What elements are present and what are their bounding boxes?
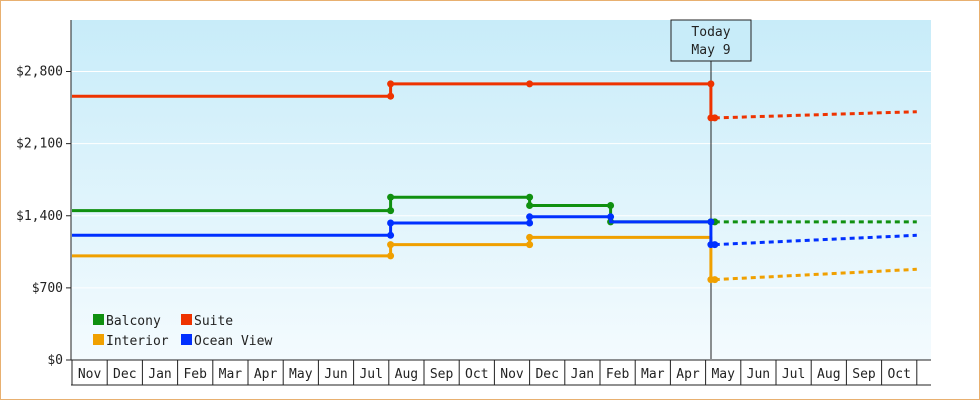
data-point-balcony[interactable] <box>387 207 395 215</box>
data-point-ocean-view[interactable] <box>711 241 719 249</box>
x-tick-label: Jun <box>747 367 770 382</box>
axes: $0 $700 $1,400 $2,100 $2,800 Nov Dec Jan Feb Mar A… <box>16 20 931 386</box>
data-point-ocean-view[interactable] <box>387 231 395 239</box>
today-callout-line2: May 9 <box>691 43 730 58</box>
legend-swatch <box>93 314 104 325</box>
x-tick-label: Jun <box>324 367 347 382</box>
x-tick-label: Apr <box>254 367 278 382</box>
x-tick-label: Dec <box>113 367 136 382</box>
x-tick-label: Oct <box>887 367 910 382</box>
x-tick-label: Apr <box>676 367 700 382</box>
x-tick-label: Jul <box>782 367 805 382</box>
data-point-balcony[interactable] <box>607 202 615 209</box>
series-forecast-ocean-view <box>714 233 917 247</box>
x-tick-label: Aug <box>395 367 418 382</box>
data-point-ocean-view[interactable] <box>707 218 715 226</box>
y-tick-label: $1,400 <box>16 209 63 224</box>
data-point-interior[interactable] <box>387 252 395 260</box>
data-point-interior[interactable] <box>526 233 534 241</box>
x-tick-label: Jul <box>359 367 382 382</box>
x-tick-label: May <box>289 367 313 382</box>
legend-label: Ocean View <box>194 334 272 349</box>
data-point-ocean-view[interactable] <box>387 219 395 227</box>
x-tick-label: Aug <box>817 367 840 382</box>
today-marker: Today May 9 <box>670 19 752 359</box>
series-forecast-suite <box>714 110 917 120</box>
series-lines <box>72 80 917 284</box>
data-point-ocean-view[interactable] <box>526 213 534 221</box>
data-point-suite[interactable] <box>387 92 395 100</box>
x-tick-label: Nov <box>78 367 102 382</box>
x-tick-label: Feb <box>183 367 207 382</box>
x-tick-label: Oct <box>465 367 488 382</box>
x-tick-label: Sep <box>852 367 876 382</box>
x-tick-label: Jan <box>148 367 171 382</box>
data-point-suite[interactable] <box>526 80 534 88</box>
legend-label: Interior <box>106 334 169 349</box>
y-tick-label: $700 <box>32 281 63 296</box>
data-point-balcony[interactable] <box>526 202 534 209</box>
x-tick-label: Jan <box>571 367 594 382</box>
data-point-suite[interactable] <box>711 114 719 122</box>
legend-label: Suite <box>194 314 233 329</box>
today-callout-box <box>670 19 752 62</box>
series-line-ocean-view <box>72 215 715 247</box>
data-point-suite[interactable] <box>707 80 715 88</box>
x-tick-label: Nov <box>500 367 524 382</box>
today-callout-line1: Today <box>691 25 730 40</box>
y-tick-label: $0 <box>47 353 63 368</box>
data-point-interior[interactable] <box>387 241 395 249</box>
data-point-ocean-view[interactable] <box>526 219 534 227</box>
x-tick-label: May <box>711 367 735 382</box>
plot-area <box>71 20 931 360</box>
data-point-suite[interactable] <box>387 80 395 88</box>
data-point-interior[interactable] <box>711 276 719 284</box>
x-tick-label: Feb <box>606 367 630 382</box>
data-point-balcony[interactable] <box>387 193 395 201</box>
legend: Balcony Suite Interior Ocean View <box>93 314 272 349</box>
x-tick-label: Mar <box>641 367 665 382</box>
x-tick-label: Sep <box>430 367 454 382</box>
legend-swatch <box>93 334 104 345</box>
y-tick-label: $2,800 <box>16 65 63 80</box>
legend-swatch <box>181 314 192 325</box>
data-point-balcony[interactable] <box>526 193 534 201</box>
y-tick-label: $2,100 <box>16 137 63 152</box>
x-tick-label: Mar <box>219 367 243 382</box>
grid-lines <box>71 71 931 289</box>
data-point-interior[interactable] <box>526 241 534 249</box>
legend-swatch <box>181 334 192 345</box>
series-forecast-interior <box>714 267 917 282</box>
x-tick-label: Dec <box>535 367 558 382</box>
data-point-ocean-view[interactable] <box>607 213 615 221</box>
legend-label: Balcony <box>106 314 161 329</box>
